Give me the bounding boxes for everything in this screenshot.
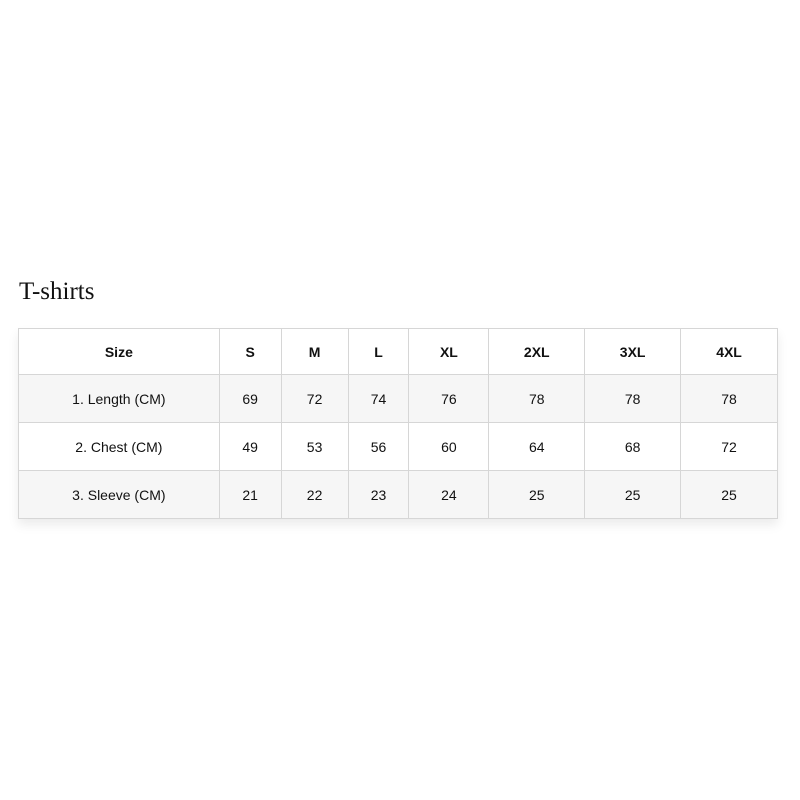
table-header-row: Size S M L XL 2XL 3XL 4XL xyxy=(18,328,778,375)
table-cell: 25 xyxy=(584,470,682,519)
column-header: XL xyxy=(408,328,490,375)
table-cell: 69 xyxy=(218,374,282,423)
size-chart-table: Size S M L XL 2XL 3XL 4XL 1. Length (CM) 69 72 74 7… xyxy=(18,328,778,519)
table-row: 2. Chest (CM) 49 53 56 60 64 68 72 xyxy=(18,422,778,471)
table-cell: 64 xyxy=(488,422,586,471)
table-cell: 78 xyxy=(680,374,778,423)
table-cell: 72 xyxy=(680,422,778,471)
table-cell: 53 xyxy=(280,422,349,471)
column-header: L xyxy=(347,328,410,375)
table-cell: 22 xyxy=(280,470,349,519)
table-cell: 24 xyxy=(408,470,490,519)
column-header: M xyxy=(280,328,349,375)
row-label: 1. Length (CM) xyxy=(18,374,220,423)
column-header: Size xyxy=(18,328,220,375)
page-title: T-shirts xyxy=(19,278,95,305)
table-cell: 23 xyxy=(347,470,410,519)
column-header: 4XL xyxy=(680,328,778,375)
table-cell: 76 xyxy=(408,374,490,423)
table-cell: 49 xyxy=(218,422,282,471)
table-cell: 72 xyxy=(280,374,349,423)
table-cell: 74 xyxy=(347,374,410,423)
table-cell: 25 xyxy=(488,470,586,519)
table-cell: 78 xyxy=(488,374,586,423)
table-cell: 68 xyxy=(584,422,682,471)
column-header: S xyxy=(218,328,282,375)
table-cell: 78 xyxy=(584,374,682,423)
column-header: 3XL xyxy=(584,328,682,375)
table-cell: 25 xyxy=(680,470,778,519)
table-row: 3. Sleeve (CM) 21 22 23 24 25 25 25 xyxy=(18,470,778,519)
table-cell: 21 xyxy=(218,470,282,519)
row-label: 2. Chest (CM) xyxy=(18,422,220,471)
table-cell: 56 xyxy=(347,422,410,471)
table-cell: 60 xyxy=(408,422,490,471)
table-row: 1. Length (CM) 69 72 74 76 78 78 78 xyxy=(18,374,778,423)
column-header: 2XL xyxy=(488,328,586,375)
row-label: 3. Sleeve (CM) xyxy=(18,470,220,519)
